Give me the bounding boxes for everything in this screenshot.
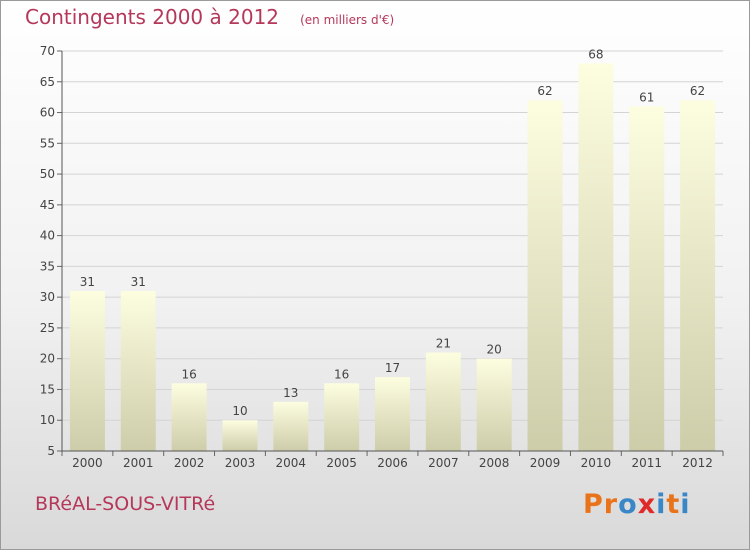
y-tick-label: 10	[40, 413, 55, 427]
chart-unit: (en milliers d'€)	[300, 13, 395, 27]
y-tick-label: 55	[40, 136, 55, 150]
x-tick-label: 2007	[428, 456, 459, 470]
x-tick-label: 2011	[631, 456, 662, 470]
y-tick-label: 60	[40, 106, 55, 120]
commune-name: BRéAL-SOUS-VITRé	[35, 493, 216, 515]
bar	[69, 291, 105, 451]
y-tick-label: 70	[40, 44, 55, 58]
chart-title-block: Contingents 2000 à 2012 (en milliers d'€…	[25, 5, 394, 29]
logo-letter: r	[603, 489, 619, 520]
data-label: 68	[588, 47, 603, 61]
x-tick-label: 2005	[326, 456, 357, 470]
data-label: 13	[283, 386, 298, 400]
x-tick-label: 2000	[72, 456, 103, 470]
x-tick-label: 2010	[581, 456, 612, 470]
y-tick-label: 15	[40, 382, 55, 396]
y-tick-label: 65	[40, 75, 55, 89]
bar	[425, 352, 461, 451]
bar	[629, 106, 665, 451]
bar	[273, 401, 309, 451]
x-tick-label: 2006	[377, 456, 408, 470]
x-tick-label: 2001	[123, 456, 154, 470]
y-tick-label: 5	[47, 444, 55, 458]
data-label: 16	[181, 367, 196, 381]
y-tick-label: 20	[40, 352, 55, 366]
data-label: 62	[537, 84, 552, 98]
chart-title: Contingents 2000 à 2012	[25, 5, 280, 29]
bar	[527, 100, 563, 451]
logo-letter: i	[680, 489, 691, 520]
proxiti-logo: Proxiti	[583, 489, 691, 520]
data-label: 20	[487, 343, 502, 357]
y-tick-label: 40	[40, 229, 55, 243]
logo-letter: t	[666, 489, 681, 520]
bar	[120, 291, 156, 451]
x-tick-label: 2003	[225, 456, 256, 470]
data-label: 31	[80, 275, 95, 289]
bar	[375, 377, 410, 451]
bar	[680, 100, 716, 451]
logo-letter: x	[637, 489, 657, 520]
x-tick-label: 2009	[530, 456, 561, 470]
logo-letter: o	[618, 489, 638, 520]
logo-letter: i	[656, 489, 667, 520]
bar	[476, 358, 512, 451]
y-tick-label: 30	[40, 290, 55, 304]
data-label: 16	[334, 367, 349, 381]
x-tick-label: 2008	[479, 456, 510, 470]
bar	[171, 383, 207, 451]
bar	[222, 420, 258, 451]
data-label: 21	[436, 337, 451, 351]
x-tick-label: 2004	[276, 456, 307, 470]
data-label: 17	[385, 361, 400, 375]
logo-letter: P	[583, 489, 604, 520]
data-label: 31	[131, 275, 146, 289]
y-tick-label: 50	[40, 167, 55, 181]
y-tick-label: 35	[40, 259, 55, 273]
data-label: 62	[690, 84, 705, 98]
data-label: 10	[232, 404, 247, 418]
x-tick-label: 2002	[174, 456, 205, 470]
bar	[324, 383, 360, 451]
y-tick-label: 25	[40, 321, 55, 335]
y-tick-label: 45	[40, 198, 55, 212]
x-tick-label: 2012	[682, 456, 713, 470]
data-label: 61	[639, 90, 654, 104]
bar	[578, 63, 614, 452]
